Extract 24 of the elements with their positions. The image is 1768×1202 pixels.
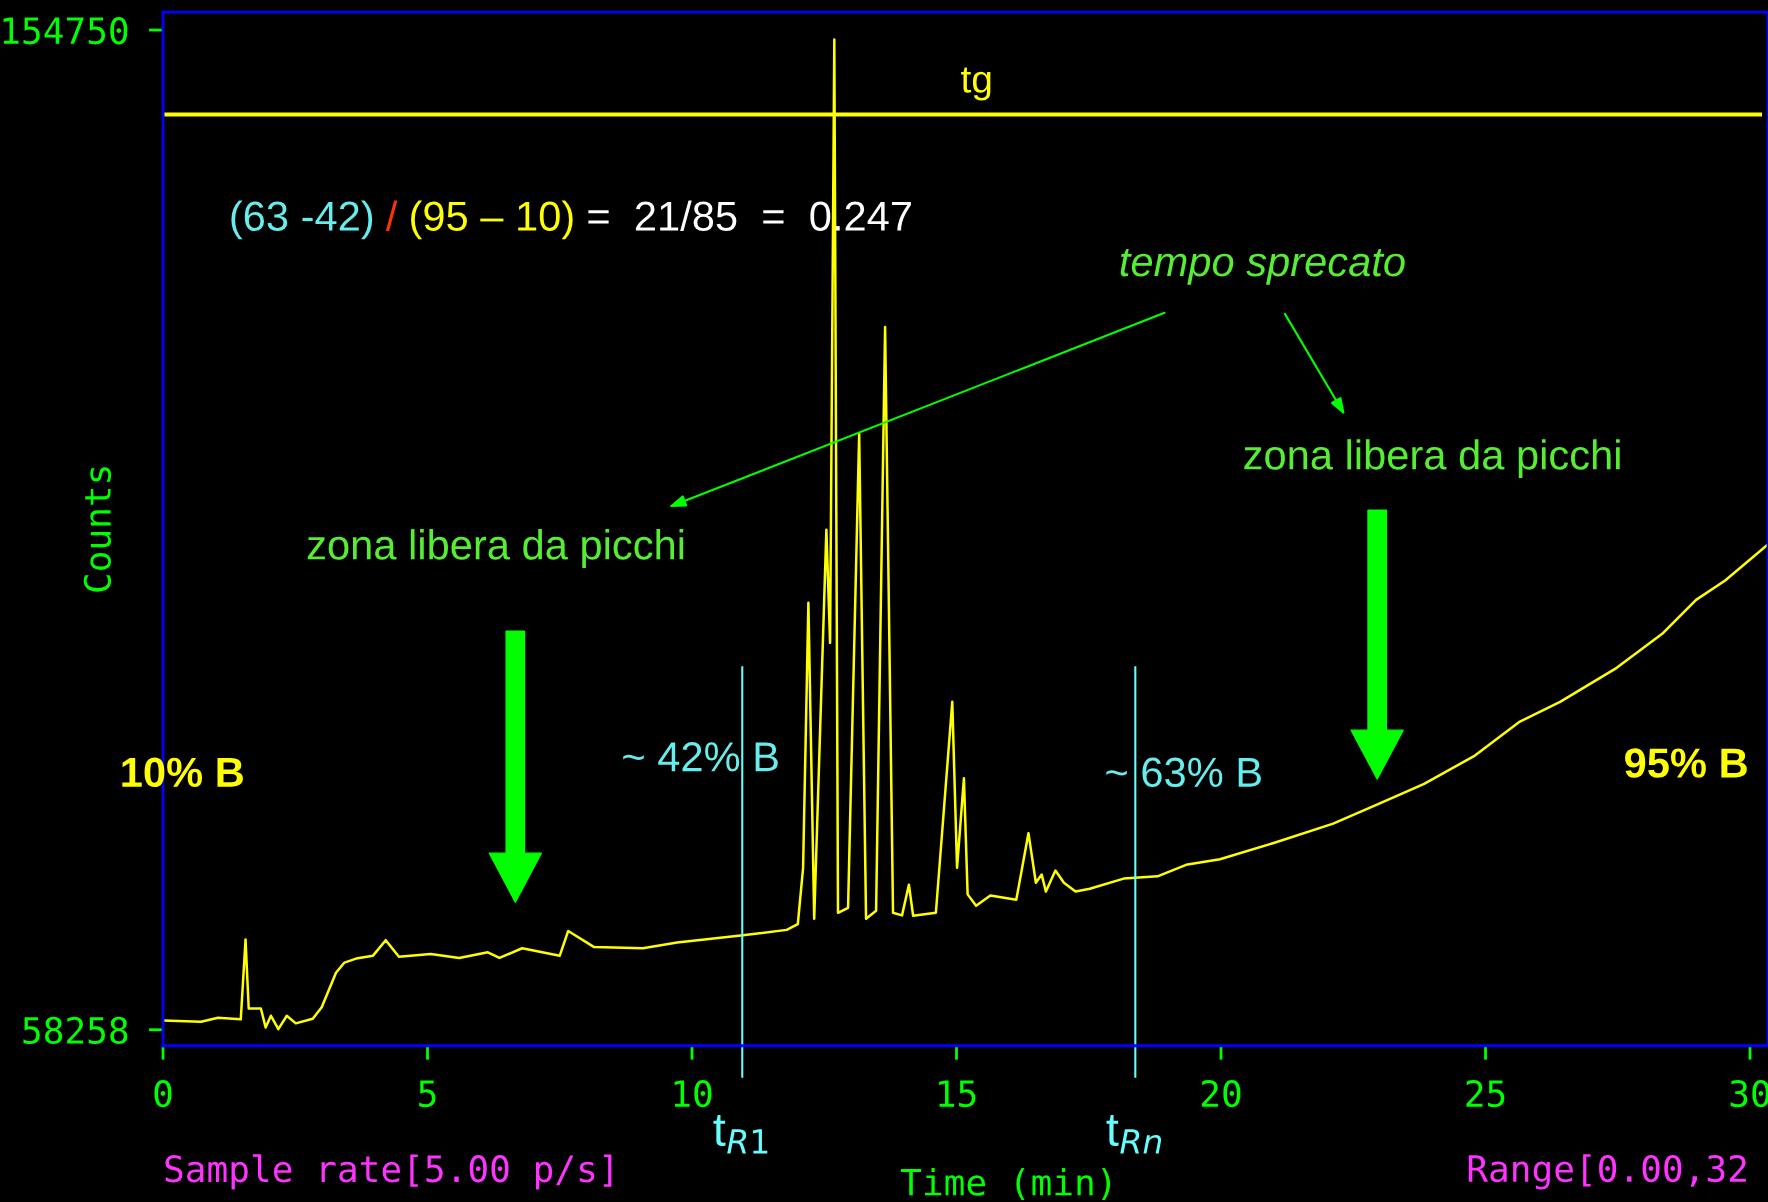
x-tick-label: 5 bbox=[419, 1080, 436, 1108]
y-tick-label: 58258 bbox=[23, 1016, 128, 1045]
ref-line-label: t$_{Rn}$ bbox=[1106, 1115, 1162, 1154]
x-axis-title: Time (min) bbox=[900, 1167, 1111, 1201]
x-tick-label: 10 bbox=[674, 1079, 712, 1108]
y-tick-label: 154750 bbox=[3, 17, 128, 45]
x-tick-label: 25 bbox=[1466, 1079, 1505, 1108]
annotation: (95 – 10) bbox=[411, 200, 573, 240]
annotation: ~ 42% B bbox=[623, 742, 778, 772]
x-tick-label: 0 bbox=[154, 1079, 172, 1108]
x-tick-label: 20 bbox=[1201, 1079, 1241, 1108]
text: Sample rate[5.00 p/s] bbox=[165, 1154, 612, 1190]
x-tick-label: 15 bbox=[939, 1080, 976, 1108]
annotation: 95% B bbox=[1625, 748, 1747, 778]
annotation: ~ 63% B bbox=[1106, 757, 1261, 788]
annotation: (63 -42) bbox=[231, 200, 373, 240]
annotation: zona libera da picchi bbox=[307, 529, 684, 568]
annotation: tempo sprecato bbox=[1120, 249, 1405, 285]
annotation: / bbox=[385, 200, 398, 231]
ref-line-label: tg bbox=[961, 67, 991, 101]
text: Range[0.00,32 bbox=[1468, 1154, 1746, 1190]
ref-line-label: t$_{R1}$ bbox=[713, 1115, 768, 1154]
annotation: zona libera da picchi bbox=[1244, 439, 1620, 479]
y-axis-title: Counts bbox=[83, 467, 112, 592]
